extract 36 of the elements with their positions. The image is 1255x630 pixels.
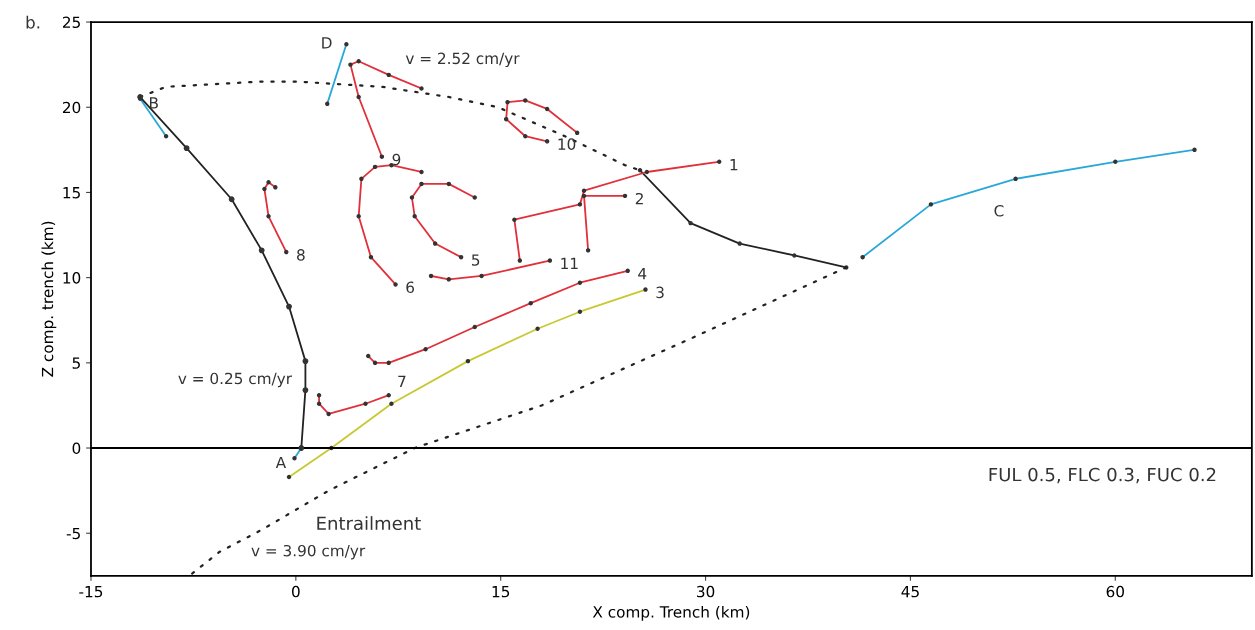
series-label: 7 (398, 375, 406, 387)
y-tick-label: 25 (62, 16, 80, 29)
series-label: 5 (472, 254, 480, 266)
annotation: v = 0.25 cm/yr (178, 372, 293, 388)
y-tick-label: 10 (63, 272, 81, 284)
y-tick-label: 20 (62, 101, 81, 114)
x-tick-label: 15 (492, 586, 510, 598)
y-tick-label: 5 (72, 357, 80, 369)
x-tick-label: 0 (291, 585, 300, 598)
x-tick-label: -15 (79, 586, 103, 598)
annotation: v = 2.52 cm/yr (405, 52, 520, 68)
y-tick-label: -5 (66, 527, 80, 540)
y-axis-title: Z comp. trench (km) (41, 221, 57, 377)
series-label: 1 (730, 159, 738, 171)
series-label: D (322, 37, 332, 49)
series-label: 3 (656, 286, 664, 299)
x-tick-label: 60 (1106, 585, 1124, 598)
annotation: v = 3.90 cm/yr (251, 544, 366, 560)
series-label: C (994, 205, 1004, 217)
series-label: 2 (635, 192, 643, 205)
series-label: 4 (638, 268, 647, 280)
annotation: FUL 0.5, FLC 0.3, FUC 0.2 (989, 467, 1216, 484)
x-tick-label: 30 (697, 585, 715, 598)
annotation: Entrailment (317, 516, 421, 531)
y-tick-label: 0 (72, 442, 81, 455)
text: b. (26, 15, 40, 29)
series-label: 9 (392, 153, 401, 166)
x-tick-label: 45 (901, 586, 919, 598)
series-label: 10 (558, 138, 576, 150)
series-label: 6 (406, 281, 415, 294)
series-label: 8 (297, 249, 305, 261)
y-tick-label: 15 (63, 187, 80, 199)
series-label: A (275, 456, 287, 469)
x-axis-title: X comp. Trench (km) (592, 605, 750, 621)
series-label: 11 (561, 257, 578, 269)
series-label: B (149, 97, 158, 109)
